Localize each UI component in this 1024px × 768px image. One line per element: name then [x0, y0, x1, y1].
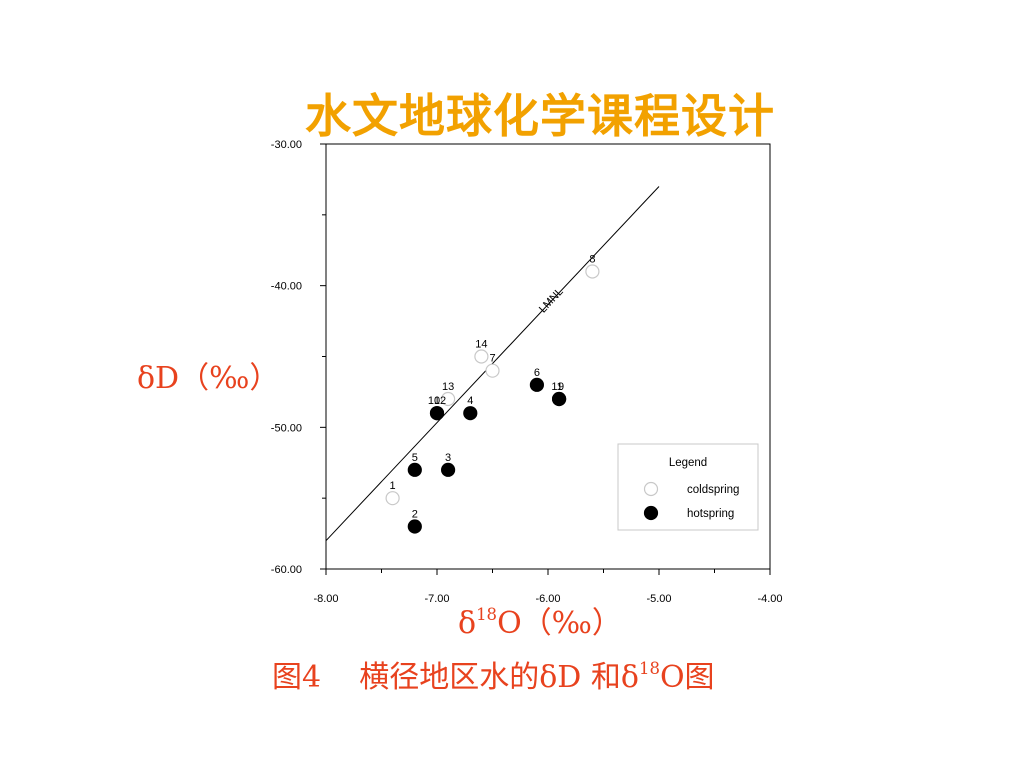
point-label: 8: [589, 254, 595, 266]
y-tick-label: -60.00: [271, 564, 302, 576]
point-label: 2: [412, 509, 418, 521]
coldspring-point: [385, 491, 400, 506]
hotspring-point: [407, 519, 422, 534]
caption-part2: O图: [659, 660, 715, 695]
legend-marker-coldspring: [643, 481, 659, 497]
x-axis-label-sup: 18: [476, 604, 498, 624]
legend-title: Legend: [669, 457, 707, 469]
y-tick-label: -40.00: [271, 281, 302, 293]
point-label: 4: [467, 395, 473, 407]
y-tick-label: -50.00: [271, 422, 302, 434]
caption-sup: 18: [638, 658, 660, 678]
legend-marker-hotspring: [643, 505, 659, 521]
point-label: 13: [442, 381, 454, 393]
caption-part1: 图4 横径地区水的δD 和δ: [272, 660, 639, 695]
x-axis-label-prefix: δ: [458, 606, 477, 641]
x-tick-label: -7.00: [424, 593, 449, 605]
legend: Legend coldspring hotspring: [617, 443, 759, 531]
point-label: 9: [558, 381, 564, 393]
x-axis-label: δ18O（‰）: [458, 598, 622, 642]
figure-caption: 图4 横径地区水的δD 和δ18O图: [272, 652, 715, 696]
legend-entry-hotspring: hotspring: [687, 508, 734, 520]
hotspring-point: [407, 462, 422, 477]
coldspring-point: [474, 349, 489, 364]
hotspring-point: [429, 406, 445, 421]
point-label: 5: [412, 452, 418, 464]
point-label: 14: [475, 339, 487, 351]
hotspring-point: [551, 391, 567, 407]
point-label: 7: [489, 353, 495, 365]
slide-title: 水文地球化学课程设计: [305, 89, 775, 143]
x-tick-label: -8.00: [313, 593, 338, 605]
lmnl-label: LMNL: [537, 286, 566, 316]
hotspring-point: [529, 377, 545, 392]
y-axis-label: δD（‰）: [137, 361, 280, 396]
legend-box: [617, 443, 759, 531]
point-label: 10: [428, 395, 440, 407]
coldspring-point: [485, 363, 500, 378]
point-label: 11: [551, 381, 562, 393]
point-label: 1: [390, 480, 396, 492]
point-label: 3: [445, 452, 451, 464]
point-label: 6: [534, 367, 540, 379]
x-tick-label: -6.00: [535, 593, 560, 605]
legend-entry-coldspring: coldspring: [687, 484, 739, 496]
point-label: 12: [434, 395, 446, 407]
y-tick-label: -30.00: [271, 139, 302, 151]
x-tick-label: -4.00: [757, 593, 782, 605]
axes-layer: -30.00 -40.00 -50.00 -60.00 -8.00 -7.00 -6.00 -…: [271, 139, 783, 605]
x-axis-label-suffix: O（‰）: [497, 606, 622, 641]
x-tick-label: -5.00: [646, 593, 671, 605]
coldspring-point: [441, 391, 456, 407]
hotspring-point: [441, 462, 456, 477]
hotspring-point: [463, 406, 478, 421]
coldspring-point: [585, 264, 600, 279]
points-layer: 1 7 8 13 14 2 3 4 5 6 9 10 11 12: [385, 254, 600, 534]
